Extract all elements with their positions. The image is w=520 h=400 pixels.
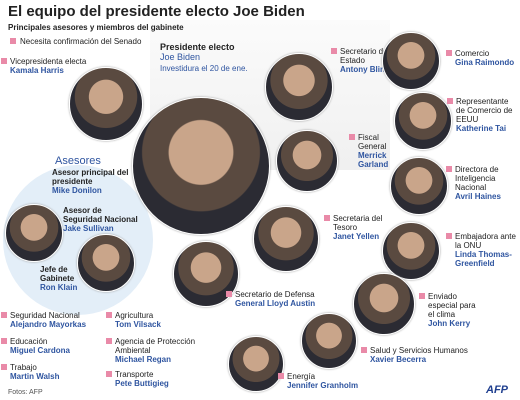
name: Jake Sullivan (63, 224, 114, 233)
name: Avril Haines (455, 192, 501, 201)
senate-marker (331, 48, 337, 54)
role: Salud y Servicios Humanos (370, 346, 468, 355)
senate-marker (106, 371, 112, 377)
senate-marker (1, 58, 7, 64)
role: Agricultura (115, 311, 154, 320)
photo (276, 130, 338, 192)
senate-marker (419, 293, 425, 299)
senate-marker (1, 364, 7, 370)
name: Janet Yellen (333, 232, 380, 241)
name: Jennifer Granholm (287, 381, 359, 390)
role: Embajadora ante la ONU (455, 232, 516, 250)
photo (301, 313, 357, 369)
photo (353, 273, 415, 335)
name: General Lloyd Austin (235, 299, 316, 308)
role: Asesor principal del presidente (52, 168, 129, 186)
name: Kamala Harris (10, 66, 64, 75)
senate-marker (447, 98, 453, 104)
name: Mike Donilon (52, 186, 102, 195)
senate-marker (361, 347, 367, 353)
senate-marker (446, 50, 452, 56)
name: Michael Regan (115, 355, 172, 364)
photo (253, 206, 319, 272)
advisers-heading: Asesores (55, 155, 101, 167)
role: Secretaria del Tesoro (333, 214, 383, 232)
name: John Kerry (428, 319, 471, 328)
photo (69, 67, 143, 141)
senate-marker (106, 338, 112, 344)
name: Tom Vilsack (115, 320, 161, 329)
photo (382, 32, 440, 90)
name: Ron Klain (40, 283, 78, 292)
name: Xavier Becerra (370, 355, 427, 364)
name: Linda Thomas-Greenfield (455, 250, 512, 268)
role: Fiscal General (358, 133, 387, 151)
senate-marker (446, 233, 452, 239)
photo (394, 92, 452, 150)
name: Alejandro Mayorkas (10, 320, 87, 329)
photo (132, 97, 270, 235)
role: Energía (287, 372, 316, 381)
role: Enviado especial para el clima (428, 292, 476, 319)
role: Transporte (115, 370, 154, 379)
senate-marker (278, 373, 284, 379)
role: Secretario de Defensa (235, 290, 315, 299)
role: Representante de Comercio de EEUU (456, 97, 513, 124)
role: Secretario de Estado (340, 47, 388, 65)
role: Trabajo (10, 363, 37, 372)
photo (382, 222, 440, 280)
legend-text: Necesita confirmación del Senado (20, 37, 142, 46)
name: Antony Blinken (340, 65, 399, 74)
subtitle: Principales asesores y miembros del gabi… (8, 23, 184, 32)
name: Pete Buttigieg (115, 379, 169, 388)
name: Katherine Tai (456, 124, 507, 133)
name: Miguel Cardona (10, 346, 71, 355)
photo (390, 157, 448, 215)
senate-marker (349, 134, 355, 140)
role: Comercio (455, 49, 490, 58)
senate-marker (446, 166, 452, 172)
name: Martin Walsh (10, 372, 60, 381)
photo (265, 53, 333, 121)
role: Asesor de Seguridad Nacional (63, 206, 138, 224)
name: Merrick Garland (358, 151, 389, 169)
legend-swatch (10, 38, 16, 44)
photo (228, 336, 284, 392)
photo (173, 241, 239, 307)
senate-marker (1, 338, 7, 344)
role: Vicepresidenta electa (10, 57, 87, 66)
senate-marker (324, 215, 330, 221)
president-role: Presidente electo (160, 42, 235, 52)
senate-marker (226, 291, 232, 297)
role: Educación (10, 337, 48, 346)
senate-marker (1, 312, 7, 318)
president-name: Joe Biden (160, 52, 201, 62)
senate-marker (106, 312, 112, 318)
role: Seguridad Nacional (10, 311, 80, 320)
president-note: Investidura el 20 de ene. (160, 64, 248, 73)
name: Gina Raimondo (455, 58, 515, 67)
photo (77, 234, 135, 292)
photo (5, 204, 63, 262)
footer-logo: AFP (486, 384, 508, 396)
role: Jefe de Gabinete (40, 265, 75, 283)
role: Directora de Inteligencia Nacional (455, 165, 499, 192)
title: El equipo del presidente electo Joe Bide… (8, 3, 305, 20)
role: Agencia de Protección Ambiental (115, 337, 196, 355)
footer-credit: Fotos: AFP (8, 389, 43, 396)
